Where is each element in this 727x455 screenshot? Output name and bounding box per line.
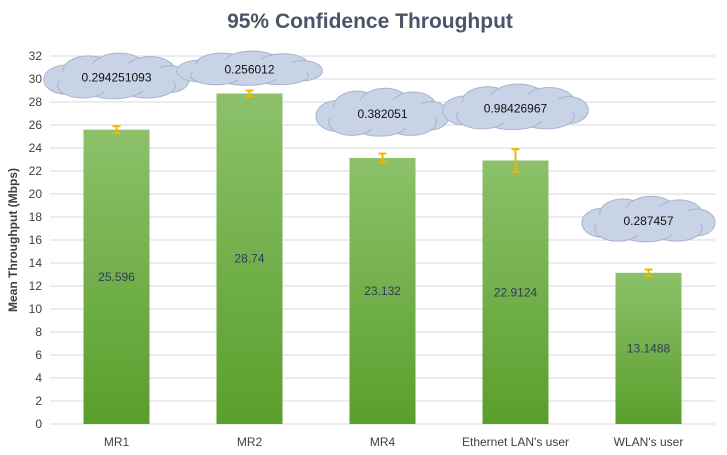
error-value-label: 0.256012 <box>224 62 274 76</box>
error-value-label: 0.294251093 <box>81 71 151 85</box>
chart-title: 95% Confidence Throughput <box>227 10 513 33</box>
y-tick-label: 20 <box>29 187 43 201</box>
x-category-label: MR1 <box>104 435 130 449</box>
y-tick-label: 4 <box>35 371 42 385</box>
error-value-label: 0.287457 <box>623 214 673 228</box>
x-category-labels: MR1 MR2 MR4 Ethernet LAN's user WLAN's user <box>104 435 683 449</box>
bar-value-label: 13.1488 <box>627 341 671 355</box>
y-tick-label: 28 <box>29 95 43 109</box>
cloud-body <box>190 58 309 81</box>
error-bar <box>245 89 254 98</box>
y-axis-label: Mean Throughput (Mbps) <box>6 168 20 312</box>
cloud-callout <box>581 195 716 243</box>
error-bars-layer <box>112 89 653 278</box>
y-tick-label: 24 <box>29 141 43 155</box>
y-tick-label: 16 <box>29 233 43 247</box>
error-bar <box>644 268 653 278</box>
y-tick-label: 26 <box>29 118 43 132</box>
bar <box>482 160 549 425</box>
bar <box>349 157 416 424</box>
y-tick-label: 8 <box>35 325 42 339</box>
y-tick-label: 22 <box>29 164 43 178</box>
cloud-callout <box>442 83 589 131</box>
y-tick-label: 30 <box>29 72 43 86</box>
y-tick-label: 32 <box>29 49 43 63</box>
error-bar <box>112 125 121 135</box>
cloud-callout <box>176 50 323 86</box>
bar <box>83 129 150 424</box>
cloud-body <box>594 206 703 236</box>
x-category-label: WLAN's user <box>614 435 684 449</box>
x-category-label: Ethernet LAN's user <box>462 435 569 449</box>
error-bar <box>511 148 520 173</box>
y-tick-label: 18 <box>29 210 43 224</box>
bar <box>216 93 283 425</box>
bar-value-label: 28.74 <box>234 252 264 266</box>
y-tick-label: 2 <box>35 394 42 408</box>
cloud-callouts: 0.294251093 0.256012 0.382051 0.98426967 0.2… <box>43 50 716 243</box>
error-value-label: 0.382051 <box>357 107 407 121</box>
bar <box>615 272 682 424</box>
y-tick-label: 12 <box>29 279 43 293</box>
error-bar <box>378 152 387 164</box>
cloud-body <box>328 98 437 130</box>
y-tick-label: 0 <box>35 417 42 431</box>
bar-value-label: 25.596 <box>98 270 135 284</box>
bars-layer <box>83 93 682 425</box>
bar-value-labels: 25.596 28.74 23.132 22.9124 13.1488 <box>98 252 670 356</box>
y-tick-label: 6 <box>35 348 42 362</box>
cloud-body <box>57 63 176 93</box>
bar-value-label: 22.9124 <box>494 285 538 299</box>
bar-value-label: 23.132 <box>364 284 401 298</box>
cloud-callout <box>315 87 450 137</box>
y-tick-label: 10 <box>29 302 43 316</box>
y-tick-label: 14 <box>29 256 43 270</box>
x-category-label: MR4 <box>370 435 396 449</box>
error-value-label: 0.98426967 <box>484 102 548 116</box>
x-category-label: MR2 <box>237 435 263 449</box>
cloud-body <box>456 94 575 123</box>
